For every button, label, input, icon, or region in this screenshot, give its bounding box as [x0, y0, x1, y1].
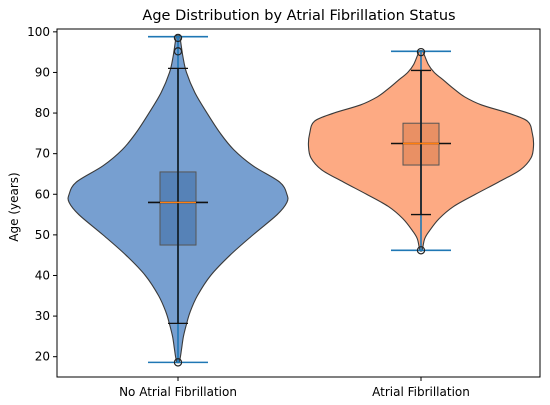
y-tick-label: 50: [35, 228, 50, 242]
y-tick-label: 90: [35, 65, 50, 79]
y-tick-label: 60: [35, 187, 50, 201]
plot-frame: [56, 28, 541, 378]
outlier-point: [173, 47, 183, 56]
plot-area: [67, 33, 535, 367]
outlier-point: [173, 358, 183, 367]
y-tick-label: 20: [35, 350, 50, 364]
violin-group-2: [307, 47, 535, 255]
outlier-point: [416, 246, 426, 255]
outlier-point: [173, 33, 183, 43]
chart-title: Age Distribution by Atrial Fibrillation …: [142, 8, 455, 24]
x-tick-label: No Atrial Fibrillation: [119, 385, 237, 399]
outlier-point: [416, 47, 426, 57]
y-tick-label: 70: [35, 147, 50, 161]
x-tick-label: Atrial Fibrillation: [372, 385, 470, 399]
violin-group-1: [67, 33, 289, 367]
y-tick-label: 30: [35, 309, 50, 323]
y-tick-label: 80: [35, 106, 50, 120]
y-tick-label: 100: [27, 25, 50, 39]
y-tick-label: 40: [35, 268, 50, 282]
axes: 20 30 40 50 60 70 80 90 100 No Atrial Fibrillatio…: [27, 25, 541, 399]
y-axis-label: Age (years): [7, 172, 21, 241]
